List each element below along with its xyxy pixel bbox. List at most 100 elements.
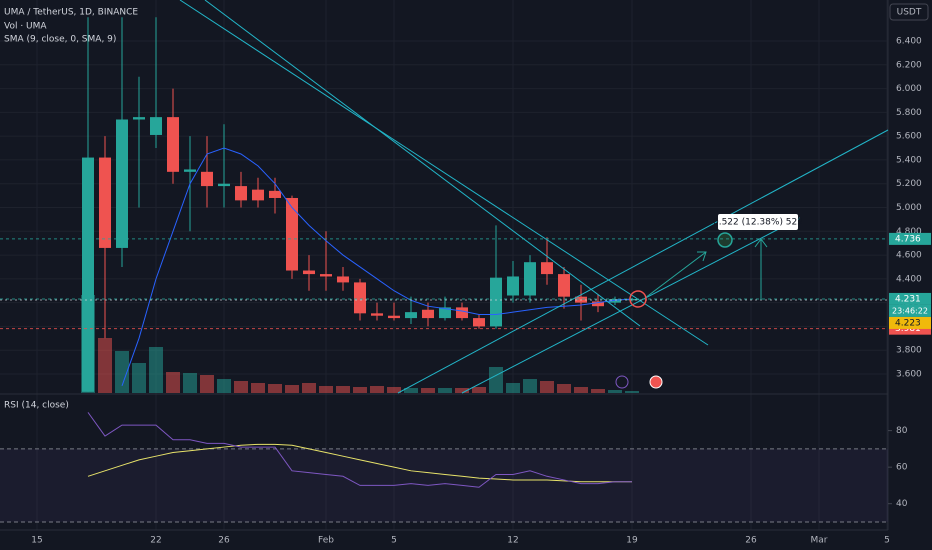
volume-bar [506,383,520,393]
x-tick-label: Mar [811,536,828,546]
candle-body [473,318,485,327]
countdown: 23:46:22 [892,306,928,315]
y-tick-label: 5.600 [896,132,922,142]
candle-body [235,186,247,201]
x-tick-label: 26 [745,536,757,546]
event-icon[interactable] [615,375,629,389]
measure-label: 0.522 (12.38%) 522 [713,218,803,228]
volume-bar [438,388,452,393]
rsi-sma-line [87,443,632,483]
volume-bar [234,381,248,393]
volume-bar [336,386,350,393]
candle-body [524,262,536,296]
candle-body [286,197,298,271]
rsi-tick-label: 80 [896,426,908,436]
volume-bar [132,363,146,393]
volume-bar [540,381,554,393]
volume-bar [489,367,503,393]
currency-button[interactable] [889,3,929,21]
x-tick-label: 5 [391,536,397,546]
currency-label: USDT [897,8,922,18]
candle-body [99,157,111,248]
candle-body [405,312,417,319]
price-pane: 3.6003.8004.0004.2004.4004.6004.8005.000… [0,0,922,530]
candle-body [167,117,179,172]
sma-label: SMA (9, close, 0, SMA, 9) [4,35,116,45]
volume-bar [251,383,265,393]
candle-body [201,171,213,187]
y-tick-label: 5.000 [896,203,922,213]
candle-body [252,189,264,201]
volume-bar [166,372,180,393]
volume-bar [302,383,316,393]
candle-body [371,313,383,316]
candle-body [456,307,468,319]
volume-bar [608,390,622,393]
x-tick-label: 12 [507,536,518,546]
candle-body [609,299,621,303]
candle-body [507,276,519,296]
candle-body [541,262,553,275]
volume-bar [183,373,197,393]
y-tick-label: 3.600 [896,369,922,379]
chart-title: UMA / TetherUS, 1D, BINANCE [4,8,138,18]
candle-body [150,117,162,135]
volume-bar [387,387,401,393]
candle-body [218,183,230,187]
event-icon[interactable] [649,375,663,389]
y-tick-label: 4.600 [896,251,922,261]
marker-circle [717,232,733,248]
candle-body [303,270,315,275]
arrow-head [754,238,768,248]
volume-bar [421,388,435,393]
trendline [204,0,641,327]
y-tick-label: 5.200 [896,179,922,189]
arrows [644,238,768,300]
drawings [0,0,889,394]
volume-bar [574,387,588,393]
candle-body [133,117,145,120]
volume-label: Vol · UMA [4,22,47,32]
candle-body [184,169,196,172]
candle-body [320,274,332,277]
y-tick-label: 4.800 [896,227,922,237]
candle-body [558,274,570,297]
candle-body [354,282,366,314]
rsi-tick-label: 40 [896,499,908,509]
price-label: 4.736 [895,234,921,244]
volume-bar [353,387,367,393]
arrow [644,251,707,299]
volume-bar [472,387,486,393]
trendline [461,217,801,394]
volume-bar [200,375,214,393]
y-tick-label: 5.800 [896,108,922,118]
volume-bar [625,391,639,393]
trendline [179,0,709,346]
measure-box [718,214,798,230]
x-tick-label: 22 [150,536,161,546]
volume-bar [98,338,112,393]
candle-body [269,190,281,198]
rsi-line [87,412,632,488]
volume-bar [370,386,384,393]
x-tick-label: 15 [31,536,42,546]
x-tick-label: 5 [884,536,890,546]
volume-bar [557,384,571,393]
volume-bar [268,384,282,393]
x-tick-label: 26 [218,536,230,546]
y-tick-label: 6.000 [896,84,922,94]
countdown-box [889,304,931,317]
y-tick-label: 3.800 [896,346,922,356]
price-label: 4.231 [895,294,921,304]
candle-body [82,157,94,392]
sma-line [121,147,633,387]
volume-bar [285,385,299,393]
y-tick-label: 6.400 [896,37,922,47]
price-label-box [889,232,931,245]
y-tick-label: 5.400 [896,155,922,165]
candle-body [388,315,400,319]
volume-bar [404,388,418,393]
